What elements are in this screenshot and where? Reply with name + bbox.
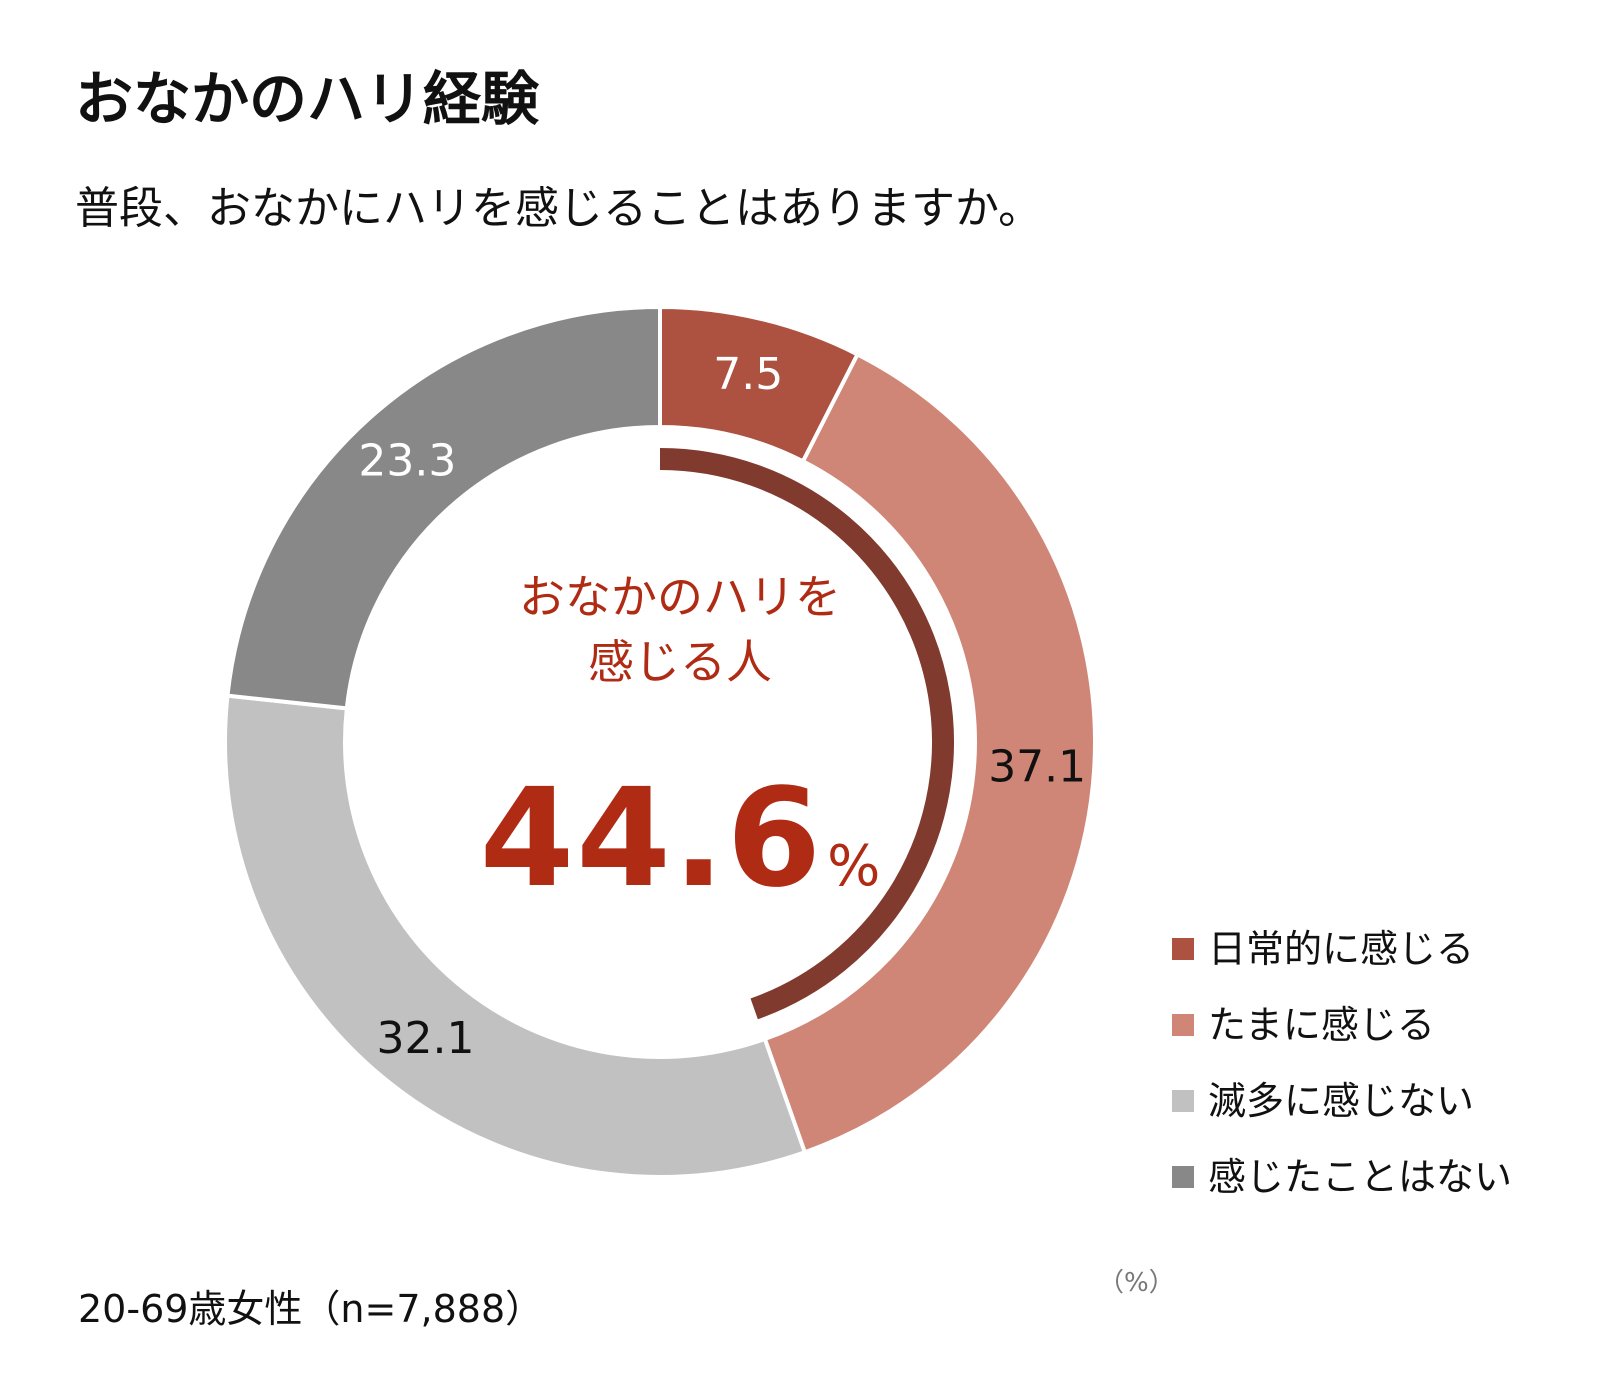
center-label: おなかのハリを 感じる人 — [430, 565, 930, 696]
slice-label-never: 23.3 — [358, 435, 456, 486]
legend-swatch — [1172, 938, 1194, 960]
center-value: 44.6% — [420, 760, 940, 918]
donut-slices — [223, 304, 1097, 1179]
legend-label: 日常的に感じる — [1208, 927, 1475, 971]
legend-label: 滅多に感じない — [1208, 1079, 1475, 1123]
chart-subtitle: 普段、おなかにハリを感じることはありますか。 — [75, 183, 1043, 234]
legend-item-daily: 日常的に感じる — [1172, 925, 1512, 1001]
slice-rarely — [223, 693, 808, 1179]
slice-sometimes — [762, 351, 1097, 1155]
unit-note: （%） — [1098, 1268, 1175, 1298]
slice-label-rarely: 32.1 — [377, 1013, 475, 1064]
legend-item-never: 感じたことはない — [1172, 1153, 1512, 1229]
sample-note: 20-69歳女性（n=7,888） — [78, 1287, 544, 1331]
slice-label-sometimes: 37.1 — [988, 741, 1086, 792]
slice-never — [225, 304, 662, 711]
legend-item-sometimes: たまに感じる — [1172, 1001, 1512, 1077]
legend-swatch — [1172, 1166, 1194, 1188]
slice-label-daily: 7.5 — [713, 349, 783, 400]
legend: 日常的に感じる たまに感じる 滅多に感じない 感じたことはない — [1172, 925, 1512, 1229]
legend-swatch — [1172, 1014, 1194, 1036]
legend-item-rarely: 滅多に感じない — [1172, 1077, 1512, 1153]
chart-title: おなかのハリ経験 — [75, 65, 540, 133]
center-label-line1: おなかのハリを — [519, 570, 841, 624]
center-label-line2: 感じる人 — [588, 635, 772, 690]
summary-arc — [659, 448, 955, 1020]
center-value-unit: % — [827, 834, 881, 899]
slice-labels: 7.5 37.1 32.1 23.3 — [358, 349, 1086, 1064]
legend-label: たまに感じる — [1208, 1003, 1435, 1047]
center-value-number: 44.6 — [479, 760, 824, 918]
legend-swatch — [1172, 1090, 1194, 1112]
legend-label: 感じたことはない — [1208, 1155, 1513, 1199]
